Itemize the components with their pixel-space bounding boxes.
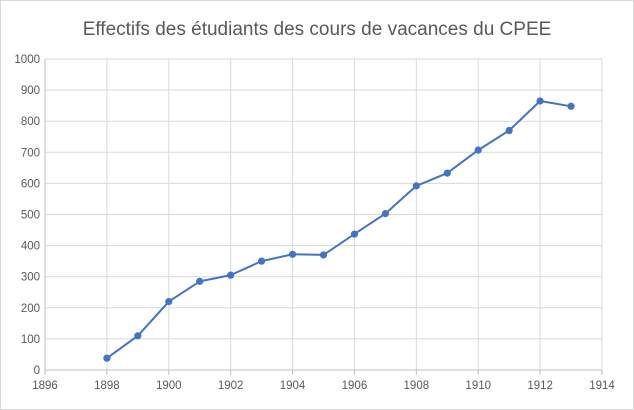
data-point bbox=[505, 126, 513, 135]
data-point bbox=[567, 102, 575, 110]
x-tick-label: 1912 bbox=[527, 380, 553, 392]
data-point bbox=[288, 250, 297, 258]
x-axis-tick-labels: 1896 1898 1900 1902 1904 1906 1908 1910 1912 1914 bbox=[32, 380, 615, 392]
x-tick-label: 1906 bbox=[342, 380, 368, 392]
data-point bbox=[165, 297, 173, 306]
y-axis-tick-labels: 0 100 200 300 400 500 600 700 800 900 1000 bbox=[14, 54, 40, 377]
x-tick-label: 1902 bbox=[218, 380, 244, 392]
y-tick-label: 900 bbox=[21, 85, 40, 97]
axes bbox=[44, 59, 603, 375]
data-point bbox=[134, 332, 142, 340]
y-tick-label: 400 bbox=[21, 241, 40, 253]
data-point bbox=[412, 182, 420, 190]
data-point bbox=[350, 230, 359, 238]
x-tick-label: 1896 bbox=[32, 380, 58, 392]
chart-title: Effectifs des étudiants des cours de vac… bbox=[83, 19, 552, 40]
series-line bbox=[106, 100, 572, 360]
x-tick-label: 1900 bbox=[156, 380, 182, 392]
data-point bbox=[443, 169, 451, 177]
x-tick-label: 1904 bbox=[280, 380, 306, 392]
x-tick-label: 1910 bbox=[465, 380, 491, 392]
gridlines bbox=[45, 58, 603, 370]
data-point bbox=[381, 209, 389, 218]
y-tick-label: 1000 bbox=[14, 54, 40, 66]
y-tick-label: 100 bbox=[21, 334, 40, 346]
y-tick-label: 800 bbox=[21, 116, 40, 128]
data-point bbox=[258, 257, 266, 265]
y-tick-label: 500 bbox=[21, 210, 40, 222]
y-tick-label: 0 bbox=[34, 365, 40, 377]
data-point bbox=[227, 271, 235, 279]
data-point bbox=[103, 354, 111, 362]
data-point bbox=[536, 97, 544, 105]
data-point bbox=[319, 251, 328, 259]
y-tick-label: 200 bbox=[21, 303, 40, 315]
y-tick-label: 300 bbox=[21, 272, 40, 284]
data-point bbox=[474, 146, 482, 154]
y-tick-label: 600 bbox=[21, 178, 40, 190]
data-point bbox=[196, 277, 204, 285]
x-tick-label: 1898 bbox=[94, 380, 120, 392]
x-tick-label: 1908 bbox=[404, 380, 430, 392]
x-tick-label: 1914 bbox=[589, 380, 615, 392]
data-series bbox=[103, 97, 575, 362]
y-tick-label: 700 bbox=[21, 147, 40, 159]
